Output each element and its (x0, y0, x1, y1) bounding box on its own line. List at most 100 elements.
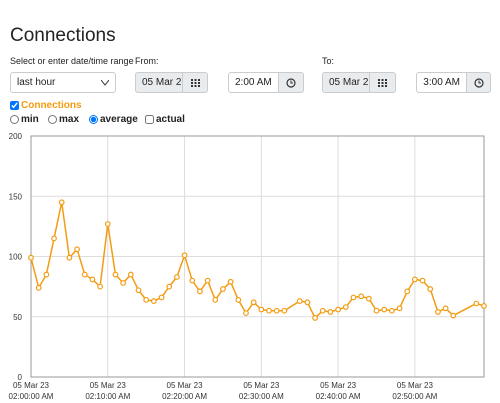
data-point (150, 298, 157, 304)
mode-label: average (100, 114, 138, 125)
data-point (342, 304, 349, 311)
mode-label: actual (156, 114, 185, 125)
mode-option[interactable]: max (48, 114, 79, 125)
y-tick-label: 200 (9, 132, 23, 141)
data-point (173, 274, 180, 280)
x-tick-label: 02:10:00 AM (85, 392, 130, 401)
data-point (442, 305, 449, 312)
x-tick-label: 05 Mar 23 (243, 381, 280, 390)
data-point (66, 254, 73, 261)
data-point (235, 296, 242, 303)
data-point (189, 277, 196, 284)
data-point (135, 287, 142, 294)
data-point (296, 298, 303, 304)
data-point (473, 300, 480, 307)
y-tick-label: 100 (9, 253, 23, 262)
data-point (427, 286, 434, 292)
x-tick-label: 02:40:00 AM (316, 392, 361, 401)
x-tick-label: 02:30:00 AM (239, 392, 284, 401)
x-tick-label: 02:00:00 AM (9, 392, 54, 401)
data-point (243, 310, 249, 317)
clock-button[interactable] (278, 72, 304, 93)
data-point (51, 235, 57, 242)
mode-label: min (21, 114, 39, 125)
x-tick-label: 05 Mar 23 (90, 381, 127, 390)
x-tick-label: 02:50:00 AM (392, 392, 437, 401)
data-point (143, 296, 150, 303)
range-select[interactable]: last hour (10, 72, 116, 93)
data-point (35, 284, 42, 291)
from-time[interactable]: 2:00 AM (228, 72, 279, 93)
data-point (250, 299, 257, 306)
to-label: To: (322, 56, 335, 66)
page-title: Connections (10, 25, 116, 46)
data-point (74, 246, 80, 253)
range-value: last hour (17, 77, 56, 88)
mode-option[interactable]: actual (145, 114, 185, 125)
mode-option[interactable]: average (89, 114, 138, 125)
data-point (97, 283, 104, 290)
data-point (411, 276, 418, 283)
data-point (181, 252, 188, 259)
data-point (381, 306, 388, 313)
mode-radio[interactable] (10, 115, 19, 124)
data-point (319, 307, 326, 314)
data-point (435, 309, 441, 315)
mode-radio[interactable] (89, 115, 98, 124)
data-point (365, 295, 372, 302)
clock-icon (286, 77, 296, 88)
data-point (396, 305, 403, 312)
data-point (212, 296, 219, 303)
data-point (197, 288, 203, 295)
from-date[interactable]: 05 Mar 2 (135, 72, 183, 93)
from-label: From: (135, 56, 159, 66)
data-point (273, 307, 280, 314)
to-time[interactable]: 3:00 AM (416, 72, 467, 93)
data-point (220, 286, 226, 292)
data-point (350, 294, 357, 301)
x-tick-label: 05 Mar 23 (320, 381, 357, 390)
y-tick-label: 0 (18, 373, 23, 382)
calendar-icon (378, 78, 387, 87)
data-point (450, 312, 457, 319)
calendar-button[interactable] (369, 72, 396, 93)
series-toggle-label: Connections (21, 100, 82, 111)
mode-label: max (59, 114, 80, 125)
y-tick-label: 150 (9, 192, 23, 201)
data-point (266, 307, 272, 314)
calendar-button[interactable] (182, 72, 208, 93)
data-point (112, 271, 119, 278)
series-line (30, 202, 485, 320)
mode-option[interactable]: min (10, 114, 39, 125)
to-date[interactable]: 05 Mar 2 (322, 72, 370, 93)
data-point (104, 221, 111, 227)
data-point (335, 306, 342, 313)
data-point (120, 280, 127, 286)
series-checkbox[interactable] (10, 101, 19, 110)
series-toggle[interactable]: Connections (10, 100, 82, 111)
x-tick-label: 05 Mar 23 (167, 381, 204, 390)
calendar-icon (190, 78, 200, 87)
data-point (304, 299, 311, 306)
clock-button[interactable] (466, 72, 491, 93)
mode-radio[interactable] (48, 115, 57, 124)
data-point (281, 307, 288, 314)
data-point (404, 288, 411, 295)
x-tick-label: 05 Mar 23 (13, 381, 50, 390)
chart: 0 50 100 150 200 05 Mar 23 02:00:00 AM 05 Mar 2… (9, 132, 487, 401)
x-tick-label: 05 Mar 23 (397, 381, 434, 390)
data-point (327, 309, 334, 315)
data-point (312, 315, 318, 321)
data-point (58, 199, 65, 206)
data-point (89, 276, 96, 283)
data-point (358, 293, 365, 300)
data-point (419, 277, 426, 284)
data-point (204, 277, 211, 284)
data-point (166, 283, 173, 290)
data-point (127, 271, 134, 278)
caret (101, 80, 109, 86)
data-point (373, 307, 380, 314)
range-label: Select or enter date/time range (10, 56, 134, 66)
mode-checkbox[interactable] (145, 115, 154, 124)
